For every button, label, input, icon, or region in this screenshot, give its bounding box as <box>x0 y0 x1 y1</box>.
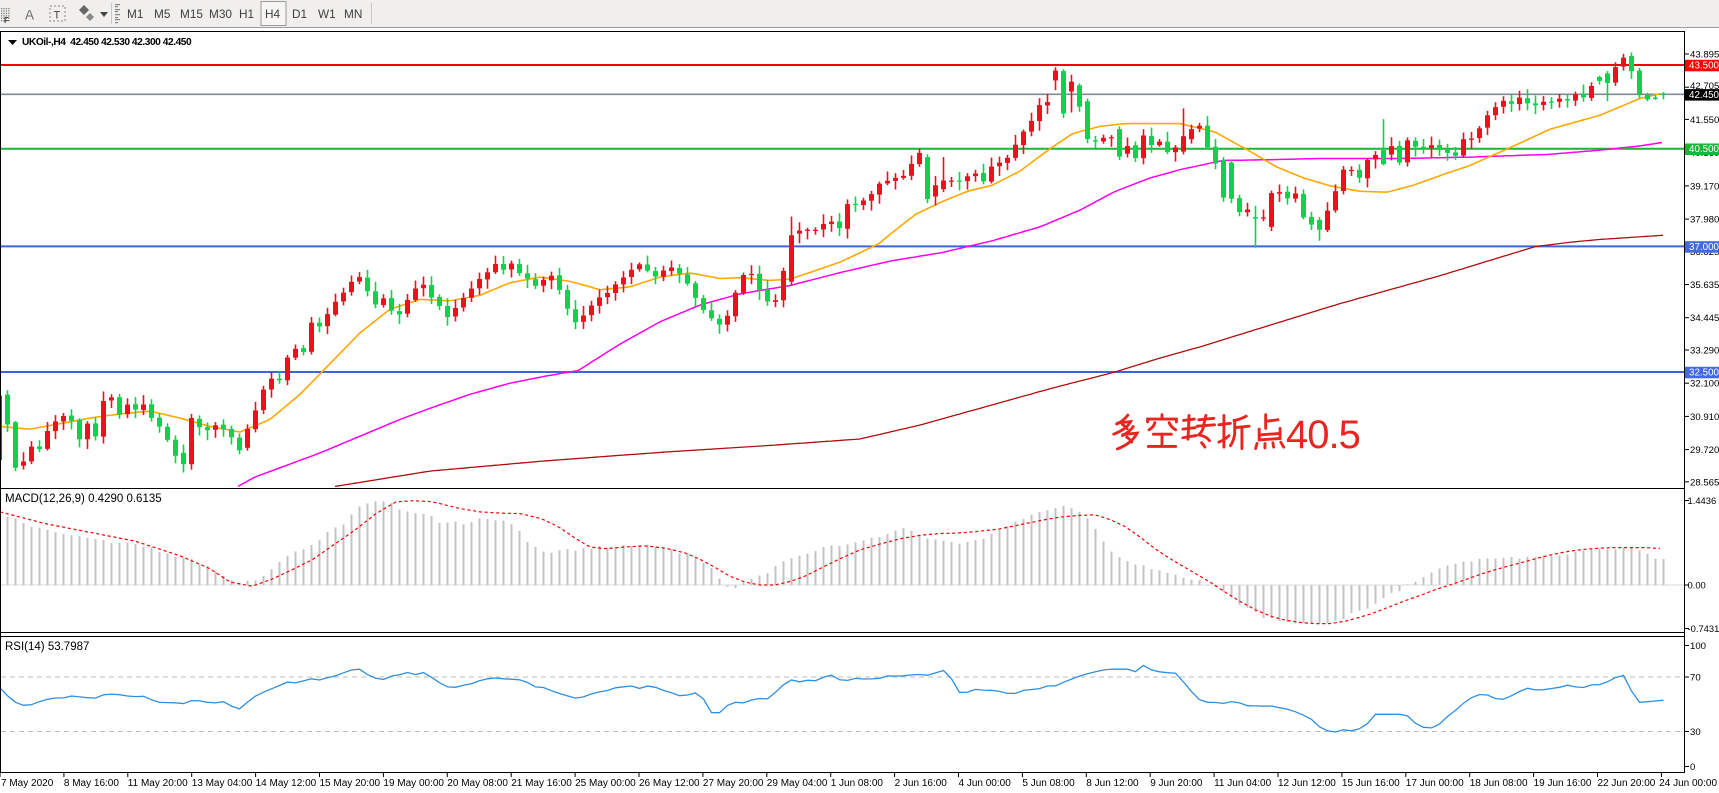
svg-text:MN: MN <box>344 7 362 21</box>
svg-text:RSI(14) 53.7987: RSI(14) 53.7987 <box>5 641 89 653</box>
svg-text:0: 0 <box>1690 762 1695 773</box>
svg-text:43.895: 43.895 <box>1690 50 1719 61</box>
svg-text:22 Jun 20:00: 22 Jun 20:00 <box>1598 778 1656 789</box>
svg-text:M5: M5 <box>154 7 171 21</box>
svg-text:12 Jun 12:00: 12 Jun 12:00 <box>1278 778 1336 789</box>
svg-text:29 May 04:00: 29 May 04:00 <box>767 778 828 789</box>
svg-text:14 May 12:00: 14 May 12:00 <box>256 778 317 789</box>
svg-text:4 Jun 00:00: 4 Jun 00:00 <box>959 778 1012 789</box>
svg-text:1 Jun 08:00: 1 Jun 08:00 <box>831 778 884 789</box>
svg-text:D1: D1 <box>292 7 307 21</box>
svg-text:43.500: 43.500 <box>1689 61 1719 72</box>
svg-text:11 Jun 04:00: 11 Jun 04:00 <box>1214 778 1272 789</box>
svg-text:35.635: 35.635 <box>1690 280 1719 291</box>
svg-text:42.450: 42.450 <box>1689 90 1719 101</box>
svg-text:100: 100 <box>1690 641 1706 652</box>
svg-text:33.290: 33.290 <box>1690 346 1719 357</box>
svg-text:H1: H1 <box>239 7 254 21</box>
svg-text:15 Jun 16:00: 15 Jun 16:00 <box>1342 778 1400 789</box>
svg-text:UKOil-,H4 42.450 42.530 42.30: UKOil-,H4 42.450 42.530 42.300 42.450 <box>22 37 192 48</box>
svg-text:26 May 12:00: 26 May 12:00 <box>639 778 700 789</box>
svg-text:5 Jun 08:00: 5 Jun 08:00 <box>1022 778 1075 789</box>
svg-text:19 May 00:00: 19 May 00:00 <box>383 778 444 789</box>
svg-text:32.500: 32.500 <box>1689 368 1719 379</box>
svg-text:24 Jun 00:00: 24 Jun 00:00 <box>1659 778 1717 789</box>
svg-text:18 Jun 08:00: 18 Jun 08:00 <box>1470 778 1528 789</box>
svg-text:17 Jun 00:00: 17 Jun 00:00 <box>1406 778 1464 789</box>
svg-text:34.445: 34.445 <box>1690 313 1719 324</box>
svg-text:-0.7431: -0.7431 <box>1688 623 1719 634</box>
svg-text:28.565: 28.565 <box>1690 477 1719 488</box>
svg-text:9 Jun 20:00: 9 Jun 20:00 <box>1150 778 1203 789</box>
svg-text:29.720: 29.720 <box>1690 445 1719 456</box>
svg-text:20 May 08:00: 20 May 08:00 <box>447 778 508 789</box>
svg-text:13 May 04:00: 13 May 04:00 <box>192 778 253 789</box>
svg-text:0.00: 0.00 <box>1688 580 1706 591</box>
svg-text:37.980: 37.980 <box>1690 215 1719 226</box>
svg-text:19 Jun 16:00: 19 Jun 16:00 <box>1534 778 1592 789</box>
svg-text:MACD(12,26,9) 0.4290 0.6135: MACD(12,26,9) 0.4290 0.6135 <box>5 493 162 505</box>
svg-text:H4: H4 <box>265 7 281 21</box>
svg-text:11 May 20:00: 11 May 20:00 <box>128 778 188 789</box>
svg-text:A: A <box>25 8 34 23</box>
svg-text:F: F <box>4 16 9 25</box>
svg-text:1.4436: 1.4436 <box>1688 495 1717 506</box>
svg-text:2 Jun 16:00: 2 Jun 16:00 <box>895 778 948 789</box>
svg-text:41.550: 41.550 <box>1690 115 1719 126</box>
svg-text:32.100: 32.100 <box>1690 379 1719 390</box>
svg-text:7 May 2020: 7 May 2020 <box>1 778 54 789</box>
svg-text:M15: M15 <box>180 7 203 21</box>
svg-text:40.500: 40.500 <box>1689 144 1719 155</box>
svg-text:40.5: 40.5 <box>1286 413 1360 457</box>
svg-text:70: 70 <box>1690 673 1701 684</box>
svg-text:8 May 16:00: 8 May 16:00 <box>64 778 119 789</box>
svg-text:42.705: 42.705 <box>1690 81 1719 92</box>
svg-text:8 Jun 12:00: 8 Jun 12:00 <box>1086 778 1139 789</box>
svg-text:W1: W1 <box>318 7 336 21</box>
svg-text:39.170: 39.170 <box>1690 181 1719 192</box>
svg-text:M1: M1 <box>127 7 143 21</box>
svg-text:30: 30 <box>1690 727 1701 738</box>
svg-text:T: T <box>54 10 61 22</box>
svg-text:37.000: 37.000 <box>1689 242 1719 253</box>
svg-text:21 May 16:00: 21 May 16:00 <box>511 778 572 789</box>
svg-text:15 May 20:00: 15 May 20:00 <box>320 778 381 789</box>
svg-text:M30: M30 <box>209 7 232 21</box>
svg-text:25 May 00:00: 25 May 00:00 <box>575 778 636 789</box>
svg-text:30.910: 30.910 <box>1690 412 1719 423</box>
svg-text:27 May 20:00: 27 May 20:00 <box>703 778 764 789</box>
